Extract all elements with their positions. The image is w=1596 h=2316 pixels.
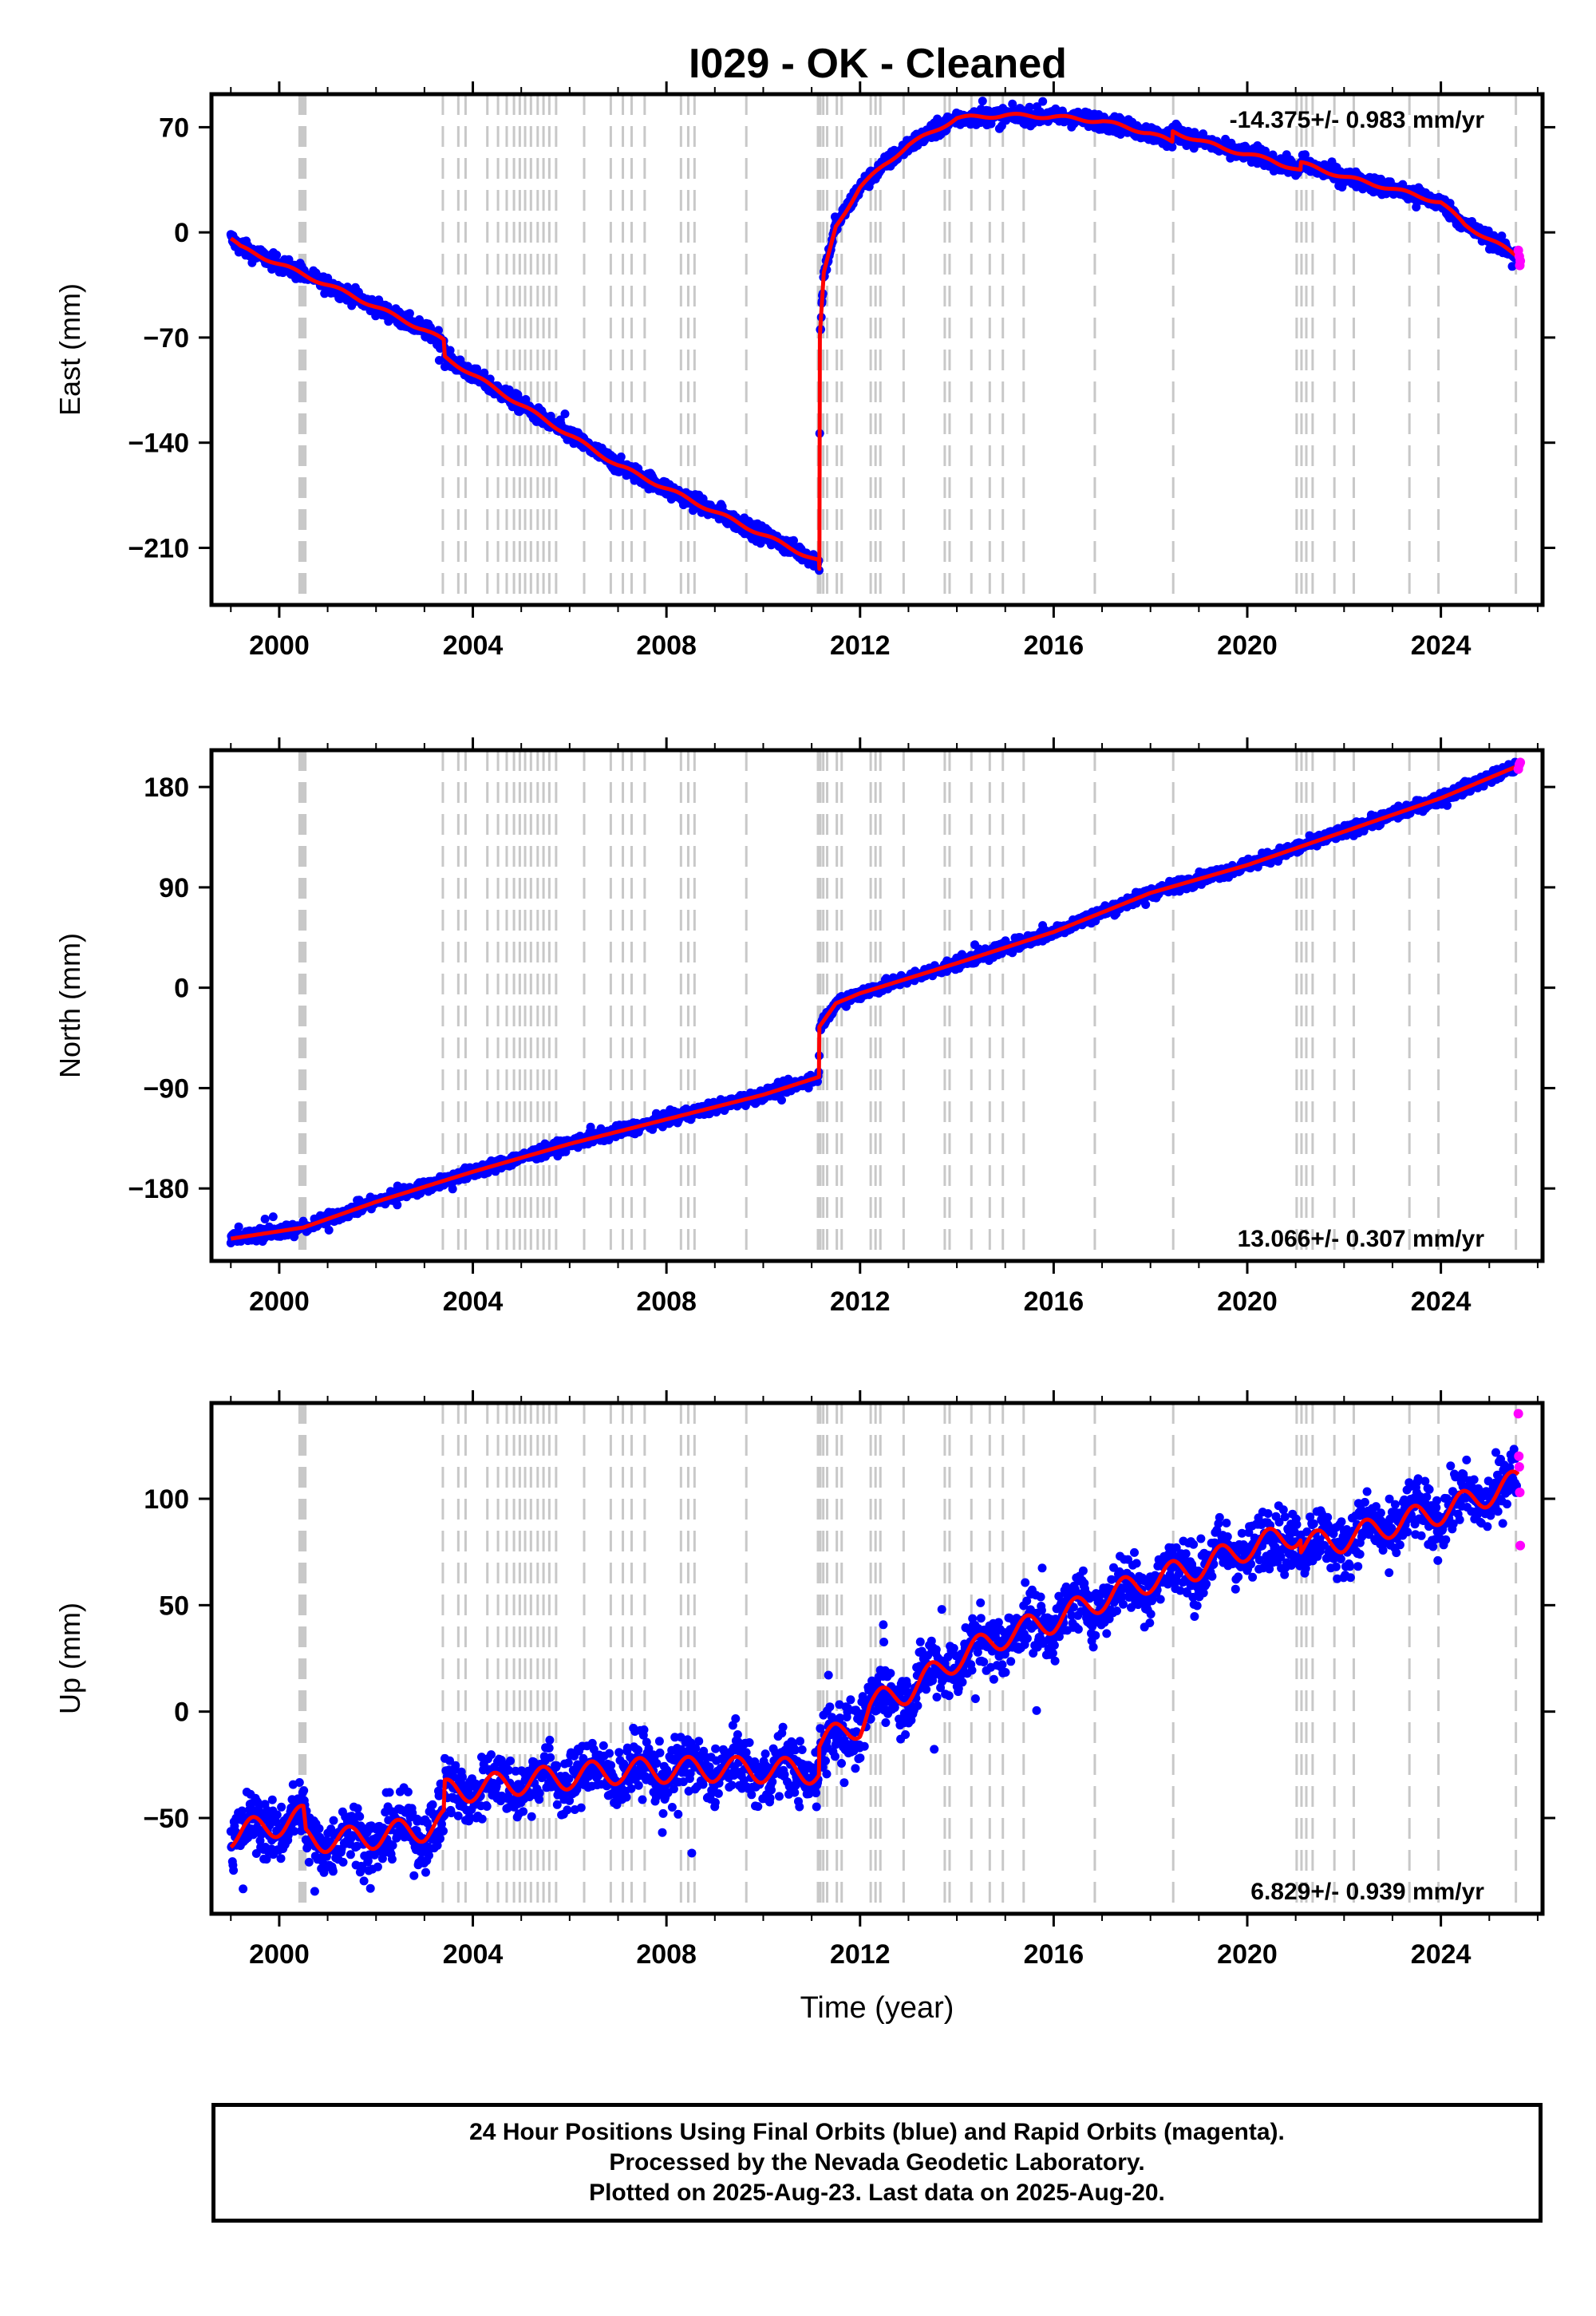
rapid-orbit-point	[1515, 255, 1526, 266]
x-tick-label: 2008	[636, 630, 697, 661]
chart-title: I029 - OK - Cleaned	[689, 41, 1067, 87]
plot-area	[226, 750, 1526, 1261]
final-orbit-outlier	[1412, 203, 1421, 211]
final-orbit-point	[445, 346, 455, 355]
panel-east: 2000 2004 2008 2012 2016 2020 2024 70 0 −70 −140 −2…	[53, 81, 1555, 661]
y-tick-label: 0	[174, 218, 189, 248]
final-orbit-outlier	[560, 409, 570, 419]
y-tick-label: −140	[128, 429, 189, 459]
plot-area	[226, 94, 1526, 605]
final-orbit-outlier	[1171, 119, 1181, 128]
final-orbit-point	[480, 368, 489, 377]
panel-north: 2000 2004 2008 2012 2016 2020 2024180900−90−18…	[53, 737, 1555, 1317]
rate-label: -14.375+/- 0.983 mm/yr	[1230, 107, 1485, 133]
final-orbit-outlier	[978, 97, 987, 106]
final-orbit-points	[226, 97, 1522, 575]
y-axis-label: East (mm)	[53, 283, 86, 416]
final-orbit-point	[616, 453, 626, 461]
final-orbit-point	[1398, 180, 1408, 189]
final-orbit-outlier	[1226, 153, 1235, 163]
final-orbit-outlier	[295, 259, 305, 268]
final-orbit-point	[789, 536, 798, 545]
x-tick-label: 2004	[443, 630, 504, 661]
final-orbit-outlier	[994, 124, 1004, 133]
final-orbit-outlier	[1163, 126, 1172, 136]
final-orbit-outlier	[1337, 183, 1347, 192]
final-orbit-point	[1167, 142, 1177, 152]
final-orbit-outlier	[1301, 150, 1310, 160]
x-tick-label: 2000	[249, 630, 310, 661]
final-orbit-outlier	[608, 453, 618, 462]
x-tick-label: 2020	[1217, 630, 1278, 661]
final-orbit-outlier	[434, 356, 444, 365]
panel-frame	[209, 92, 1545, 607]
final-orbit-outlier	[952, 109, 962, 117]
final-orbit-outlier	[666, 495, 676, 504]
final-orbit-point	[1497, 231, 1507, 241]
final-orbit-outlier	[1507, 262, 1517, 271]
final-orbit-point	[1008, 99, 1017, 109]
final-orbit-outlier	[1283, 157, 1293, 167]
final-orbit-outlier	[1147, 123, 1156, 132]
final-orbit-outlier	[717, 500, 726, 509]
final-orbit-outlier	[740, 513, 749, 523]
final-orbit-point	[272, 251, 282, 259]
final-orbit-outlier	[1109, 124, 1119, 133]
final-orbit-outlier	[1038, 97, 1048, 106]
final-orbit-outlier	[931, 132, 941, 142]
model-line	[229, 112, 1520, 571]
y-tick-label: 70	[159, 113, 189, 143]
y-tick-label: −70	[143, 323, 189, 354]
final-orbit-point	[1025, 102, 1034, 112]
y-tick-label: −210	[128, 533, 189, 563]
final-orbit-point	[405, 309, 414, 318]
x-tick-label: 2016	[1024, 630, 1084, 661]
final-orbit-points	[226, 757, 1522, 1247]
final-orbit-outlier	[1253, 141, 1262, 150]
panels-group: 2000 2004 2008 2012 2016 2020 2024 70 0 −70 −140 −2…	[53, 81, 1555, 2025]
x-tick-label: 2024	[1411, 630, 1472, 661]
x-tick-label: 2012	[830, 630, 891, 661]
